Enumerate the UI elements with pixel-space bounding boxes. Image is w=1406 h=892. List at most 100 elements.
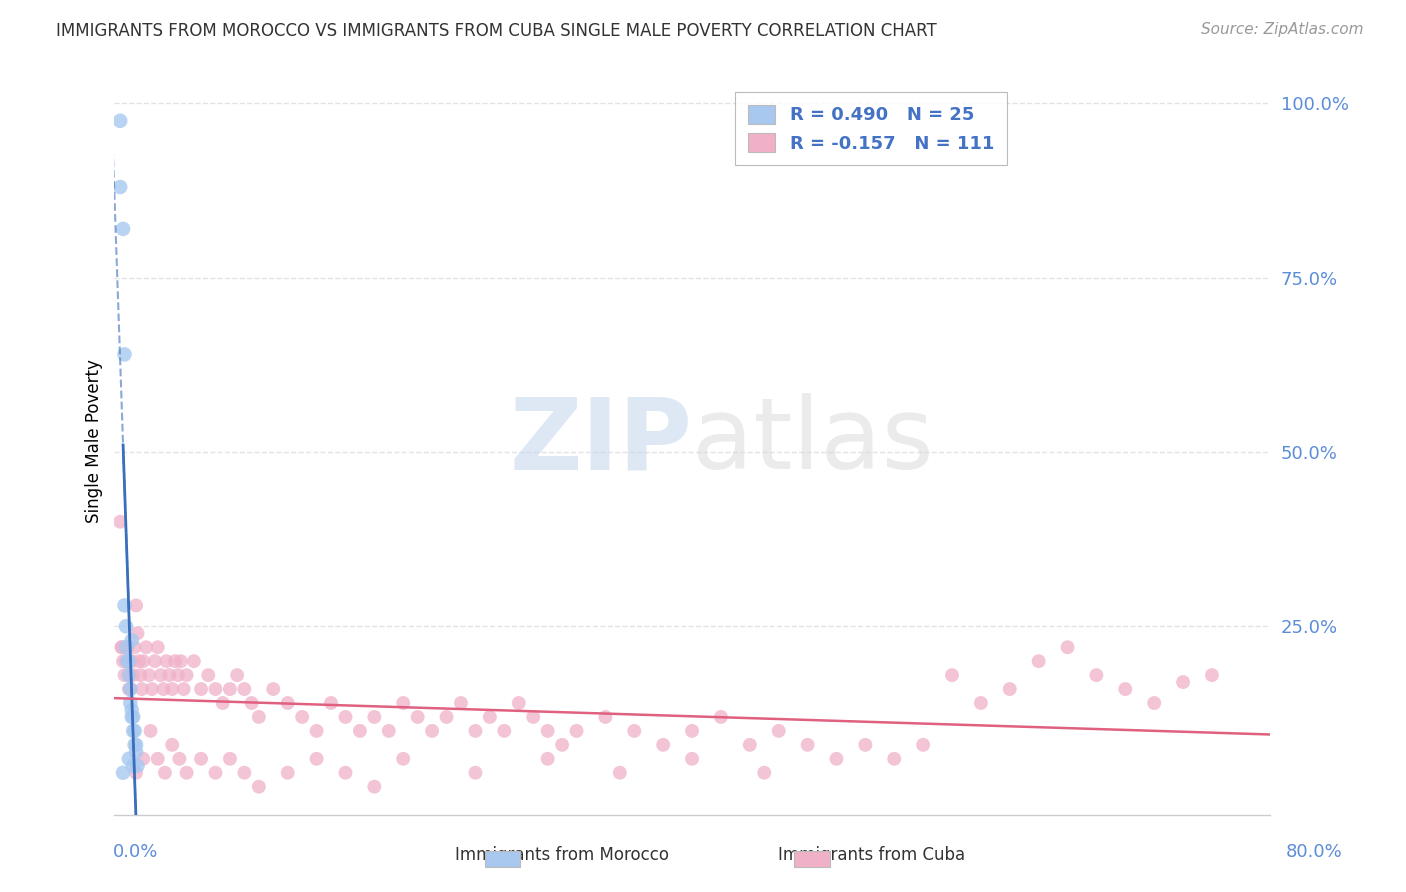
Text: 80.0%: 80.0% <box>1286 843 1343 861</box>
Point <box>226 668 249 682</box>
Point <box>436 710 458 724</box>
Point <box>146 640 169 655</box>
Point <box>118 668 141 682</box>
Point <box>108 180 131 194</box>
Point <box>247 710 270 724</box>
Point <box>160 681 183 696</box>
Point <box>277 696 299 710</box>
Point <box>138 668 160 682</box>
Point <box>1028 654 1050 668</box>
Point <box>122 668 145 682</box>
Point <box>392 752 415 766</box>
Point <box>305 752 328 766</box>
Text: 0.0%: 0.0% <box>112 843 157 861</box>
Point <box>204 765 226 780</box>
Point <box>132 752 155 766</box>
Text: Immigrants from Cuba: Immigrants from Cuba <box>778 846 966 863</box>
Point <box>118 752 141 766</box>
Point <box>183 654 205 668</box>
Point <box>155 654 177 668</box>
Point <box>738 738 761 752</box>
Point <box>160 738 183 752</box>
Point <box>117 654 139 668</box>
Point <box>153 765 176 780</box>
Point <box>420 723 443 738</box>
Point <box>149 668 172 682</box>
Point <box>1143 696 1166 710</box>
Point <box>157 668 180 682</box>
Point <box>754 765 776 780</box>
Point <box>681 752 703 766</box>
Point <box>122 723 145 738</box>
Point <box>219 752 242 766</box>
Point <box>912 738 935 752</box>
Point <box>652 738 675 752</box>
Point <box>796 738 818 752</box>
Point <box>970 696 993 710</box>
Point <box>129 668 152 682</box>
Y-axis label: Single Male Poverty: Single Male Poverty <box>86 359 103 524</box>
Point <box>121 710 143 724</box>
Point <box>450 696 472 710</box>
Point <box>108 113 131 128</box>
Point <box>522 710 544 724</box>
Point <box>152 681 174 696</box>
Point <box>125 599 148 613</box>
Point <box>121 633 143 648</box>
Point <box>219 681 242 696</box>
Point <box>120 681 142 696</box>
Point <box>118 681 141 696</box>
Text: atlas: atlas <box>692 393 934 490</box>
Point <box>112 654 135 668</box>
Point <box>233 765 256 780</box>
Point <box>122 710 145 724</box>
Point <box>464 723 486 738</box>
Point <box>595 710 617 724</box>
Point <box>121 654 143 668</box>
Text: ZIP: ZIP <box>509 393 692 490</box>
Point <box>124 723 146 738</box>
Point <box>464 765 486 780</box>
Point <box>537 752 560 766</box>
Point <box>131 681 153 696</box>
Point <box>247 780 270 794</box>
Point <box>132 654 155 668</box>
Point <box>853 738 876 752</box>
Point <box>125 745 148 759</box>
Point <box>1201 668 1223 682</box>
Point <box>825 752 848 766</box>
Point <box>508 696 530 710</box>
Point <box>494 723 516 738</box>
Point <box>197 668 219 682</box>
Point <box>335 710 357 724</box>
Point <box>392 696 415 710</box>
Point <box>125 738 148 752</box>
Text: Source: ZipAtlas.com: Source: ZipAtlas.com <box>1201 22 1364 37</box>
Text: IMMIGRANTS FROM MOROCCO VS IMMIGRANTS FROM CUBA SINGLE MALE POVERTY CORRELATION : IMMIGRANTS FROM MOROCCO VS IMMIGRANTS FR… <box>56 22 936 40</box>
Point <box>941 668 963 682</box>
Point <box>111 640 134 655</box>
Point <box>176 668 198 682</box>
Point <box>127 758 149 772</box>
Point <box>565 723 588 738</box>
Point <box>883 752 905 766</box>
Point <box>120 681 142 696</box>
Point <box>363 780 385 794</box>
Point <box>141 681 163 696</box>
Point <box>169 752 191 766</box>
Point <box>262 681 284 696</box>
Point <box>335 765 357 780</box>
Point <box>190 752 212 766</box>
Point <box>111 640 134 655</box>
Point <box>139 723 162 738</box>
Point <box>681 723 703 738</box>
Point <box>146 752 169 766</box>
Point <box>240 696 263 710</box>
Point <box>120 696 142 710</box>
Point <box>537 723 560 738</box>
Point <box>551 738 574 752</box>
Point <box>710 710 733 724</box>
Point <box>114 347 136 361</box>
Point <box>998 681 1021 696</box>
Point <box>190 681 212 696</box>
